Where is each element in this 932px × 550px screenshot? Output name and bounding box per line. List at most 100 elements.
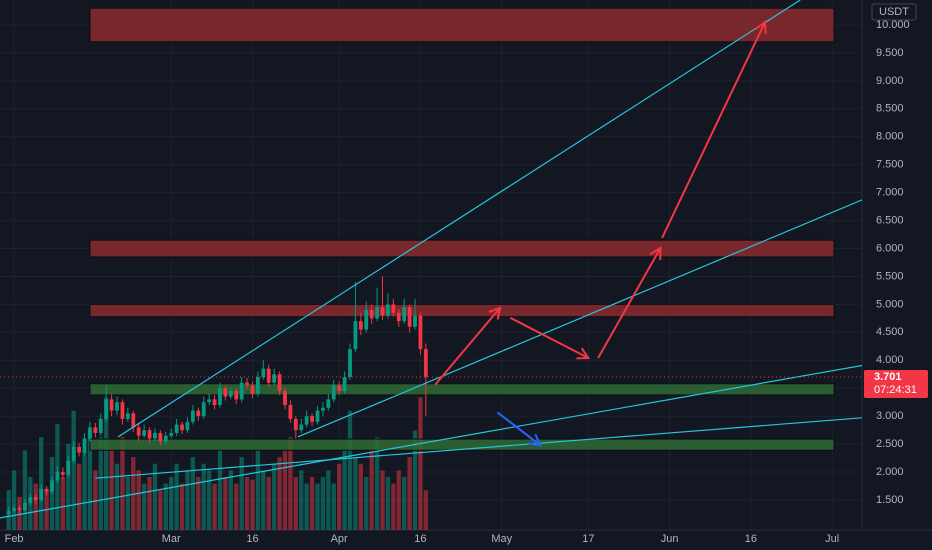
x-tick-label: 16 — [246, 533, 258, 545]
candle-body — [71, 446, 76, 461]
candle-body — [169, 432, 174, 436]
trend-line — [297, 199, 862, 438]
y-tick-label: 6.000 — [876, 242, 904, 254]
arrow — [509, 316, 591, 360]
volume-bar — [380, 470, 385, 530]
volume-bar — [385, 477, 391, 530]
countdown-label: 07:24:31 — [874, 384, 917, 396]
volume-bar — [131, 457, 136, 530]
volume-bar — [185, 470, 190, 530]
candle-body — [39, 488, 44, 500]
y-tick-label: 5.000 — [876, 298, 904, 310]
volume-bar — [326, 470, 331, 530]
volume-bar — [293, 477, 298, 530]
trend-line — [117, 0, 801, 438]
x-tick-label: Feb — [5, 533, 24, 545]
volume-bar — [336, 463, 342, 530]
candle-body — [407, 307, 412, 327]
candle-body — [375, 307, 379, 319]
x-tick-label: 17 — [582, 533, 594, 545]
candle-body — [304, 416, 309, 425]
candle-body — [266, 368, 271, 383]
candle-body — [33, 497, 38, 500]
currency-label: USDT — [879, 6, 909, 18]
candle-body — [342, 377, 347, 392]
candle-body — [28, 497, 33, 503]
y-tick-label: 2.000 — [876, 466, 904, 478]
volume-bar — [158, 490, 163, 530]
candle-body — [272, 374, 277, 383]
volume-bar — [369, 450, 374, 530]
candle-body — [223, 388, 228, 397]
candle-body — [234, 391, 239, 400]
candle-body — [218, 388, 222, 405]
volume-bar — [266, 477, 271, 530]
volume-bar — [87, 430, 93, 530]
volume-bar — [364, 477, 369, 530]
trend-line — [0, 364, 862, 519]
volume-bar — [228, 470, 233, 530]
candle-body — [23, 502, 27, 511]
arrow — [496, 411, 542, 447]
candle-body — [293, 418, 298, 431]
volume-bar — [402, 477, 407, 530]
candle-body — [98, 418, 103, 433]
price-zone — [89, 303, 835, 318]
x-tick-label: 16 — [745, 533, 757, 545]
candle-body — [255, 377, 260, 394]
candle-body — [142, 430, 147, 436]
volume-bar — [331, 483, 336, 530]
candle-body — [17, 508, 22, 511]
volume-bar — [163, 483, 168, 530]
arrow — [661, 20, 767, 239]
candle-body — [245, 382, 249, 386]
candle-body — [391, 304, 396, 313]
candle-body — [82, 438, 87, 453]
candle-body — [196, 410, 201, 417]
volume-bar — [93, 470, 98, 530]
volume-bar — [60, 477, 66, 530]
volume-bar — [277, 457, 282, 530]
candle-body — [60, 472, 65, 475]
volume-bar — [407, 457, 412, 530]
volume-bar — [391, 483, 396, 530]
candle-body — [158, 432, 163, 442]
candle-body — [423, 349, 428, 378]
candle-body — [185, 421, 190, 431]
candle-body — [418, 315, 423, 350]
candle-body — [55, 472, 60, 481]
volume-bar — [152, 463, 158, 530]
volume-bar — [304, 483, 309, 530]
volume-bar — [33, 483, 38, 530]
currency-box — [871, 3, 917, 21]
volume-bar — [271, 463, 277, 530]
x-tick-label: Mar — [162, 533, 181, 545]
candle-body — [386, 304, 390, 316]
volume-bar — [66, 443, 71, 530]
candle-body — [88, 427, 92, 439]
candle-body — [109, 399, 114, 411]
volume-bar — [109, 450, 114, 530]
volume-bar — [71, 410, 76, 530]
volume-bar — [223, 477, 228, 530]
volume-bar — [423, 490, 429, 530]
y-tick-label: 7.000 — [876, 187, 904, 199]
candle-body — [212, 399, 217, 405]
candle-body — [93, 427, 98, 433]
candle-body — [115, 402, 119, 411]
volume-bar — [396, 470, 401, 530]
candle-body — [66, 460, 71, 475]
x-tick-label: Jun — [661, 533, 679, 545]
candle-body — [380, 307, 385, 316]
candle-body — [364, 309, 369, 330]
volume-bar — [239, 457, 244, 530]
candle-body — [180, 424, 184, 431]
volume-bar — [169, 477, 174, 530]
candle-body — [190, 410, 195, 422]
candle-body — [228, 391, 233, 397]
y-tick-label: 4.500 — [876, 326, 904, 338]
volume-bar — [212, 483, 217, 530]
volume-bar — [82, 450, 87, 530]
y-tick-label: 7.500 — [876, 159, 904, 171]
